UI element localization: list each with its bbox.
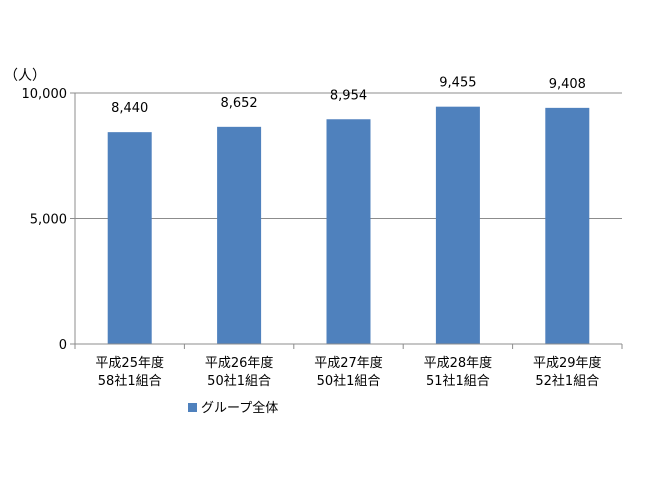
x-tick-label-count: 50社1組合 [207,373,271,389]
data-label: 8,652 [220,96,257,111]
y-tick-label: 5,000 [30,213,67,228]
data-label: 9,455 [439,76,476,91]
bar [107,132,152,344]
x-tick-label-year: 平成26年度 [205,355,274,371]
legend-label: グループ全体 [201,400,278,416]
data-label: 9,408 [549,77,586,92]
legend: グループ全体 [188,400,278,416]
labels: 0 5,000 10,000 8,440 平成25年度 58社1組合 8,652 平成26年度… [22,76,602,389]
x-tick-label-year: 平成28年度 [424,355,493,371]
y-tick-label: 0 [59,338,67,353]
x-tick-label-year: 平成29年度 [533,355,602,371]
x-tick-label-year: 平成27年度 [314,355,383,371]
bars [107,106,590,345]
legend-swatch [188,403,197,412]
bar [326,119,371,344]
bar [217,126,262,344]
y-tick-label: 10,000 [22,87,68,102]
y-axis-unit-label: （人） [4,68,46,84]
x-tick-label-count: 51社1組合 [426,373,490,389]
axes [70,92,623,349]
x-tick-label-count: 58社1組合 [98,373,162,389]
bar [545,107,590,345]
x-tick-label-year: 平成25年度 [95,355,164,371]
x-tick-label-count: 52社1組合 [535,373,599,389]
bar [435,106,480,344]
data-label: 8,440 [111,101,148,116]
x-tick-label-count: 50社1組合 [317,373,381,389]
data-label: 8,954 [330,88,367,103]
